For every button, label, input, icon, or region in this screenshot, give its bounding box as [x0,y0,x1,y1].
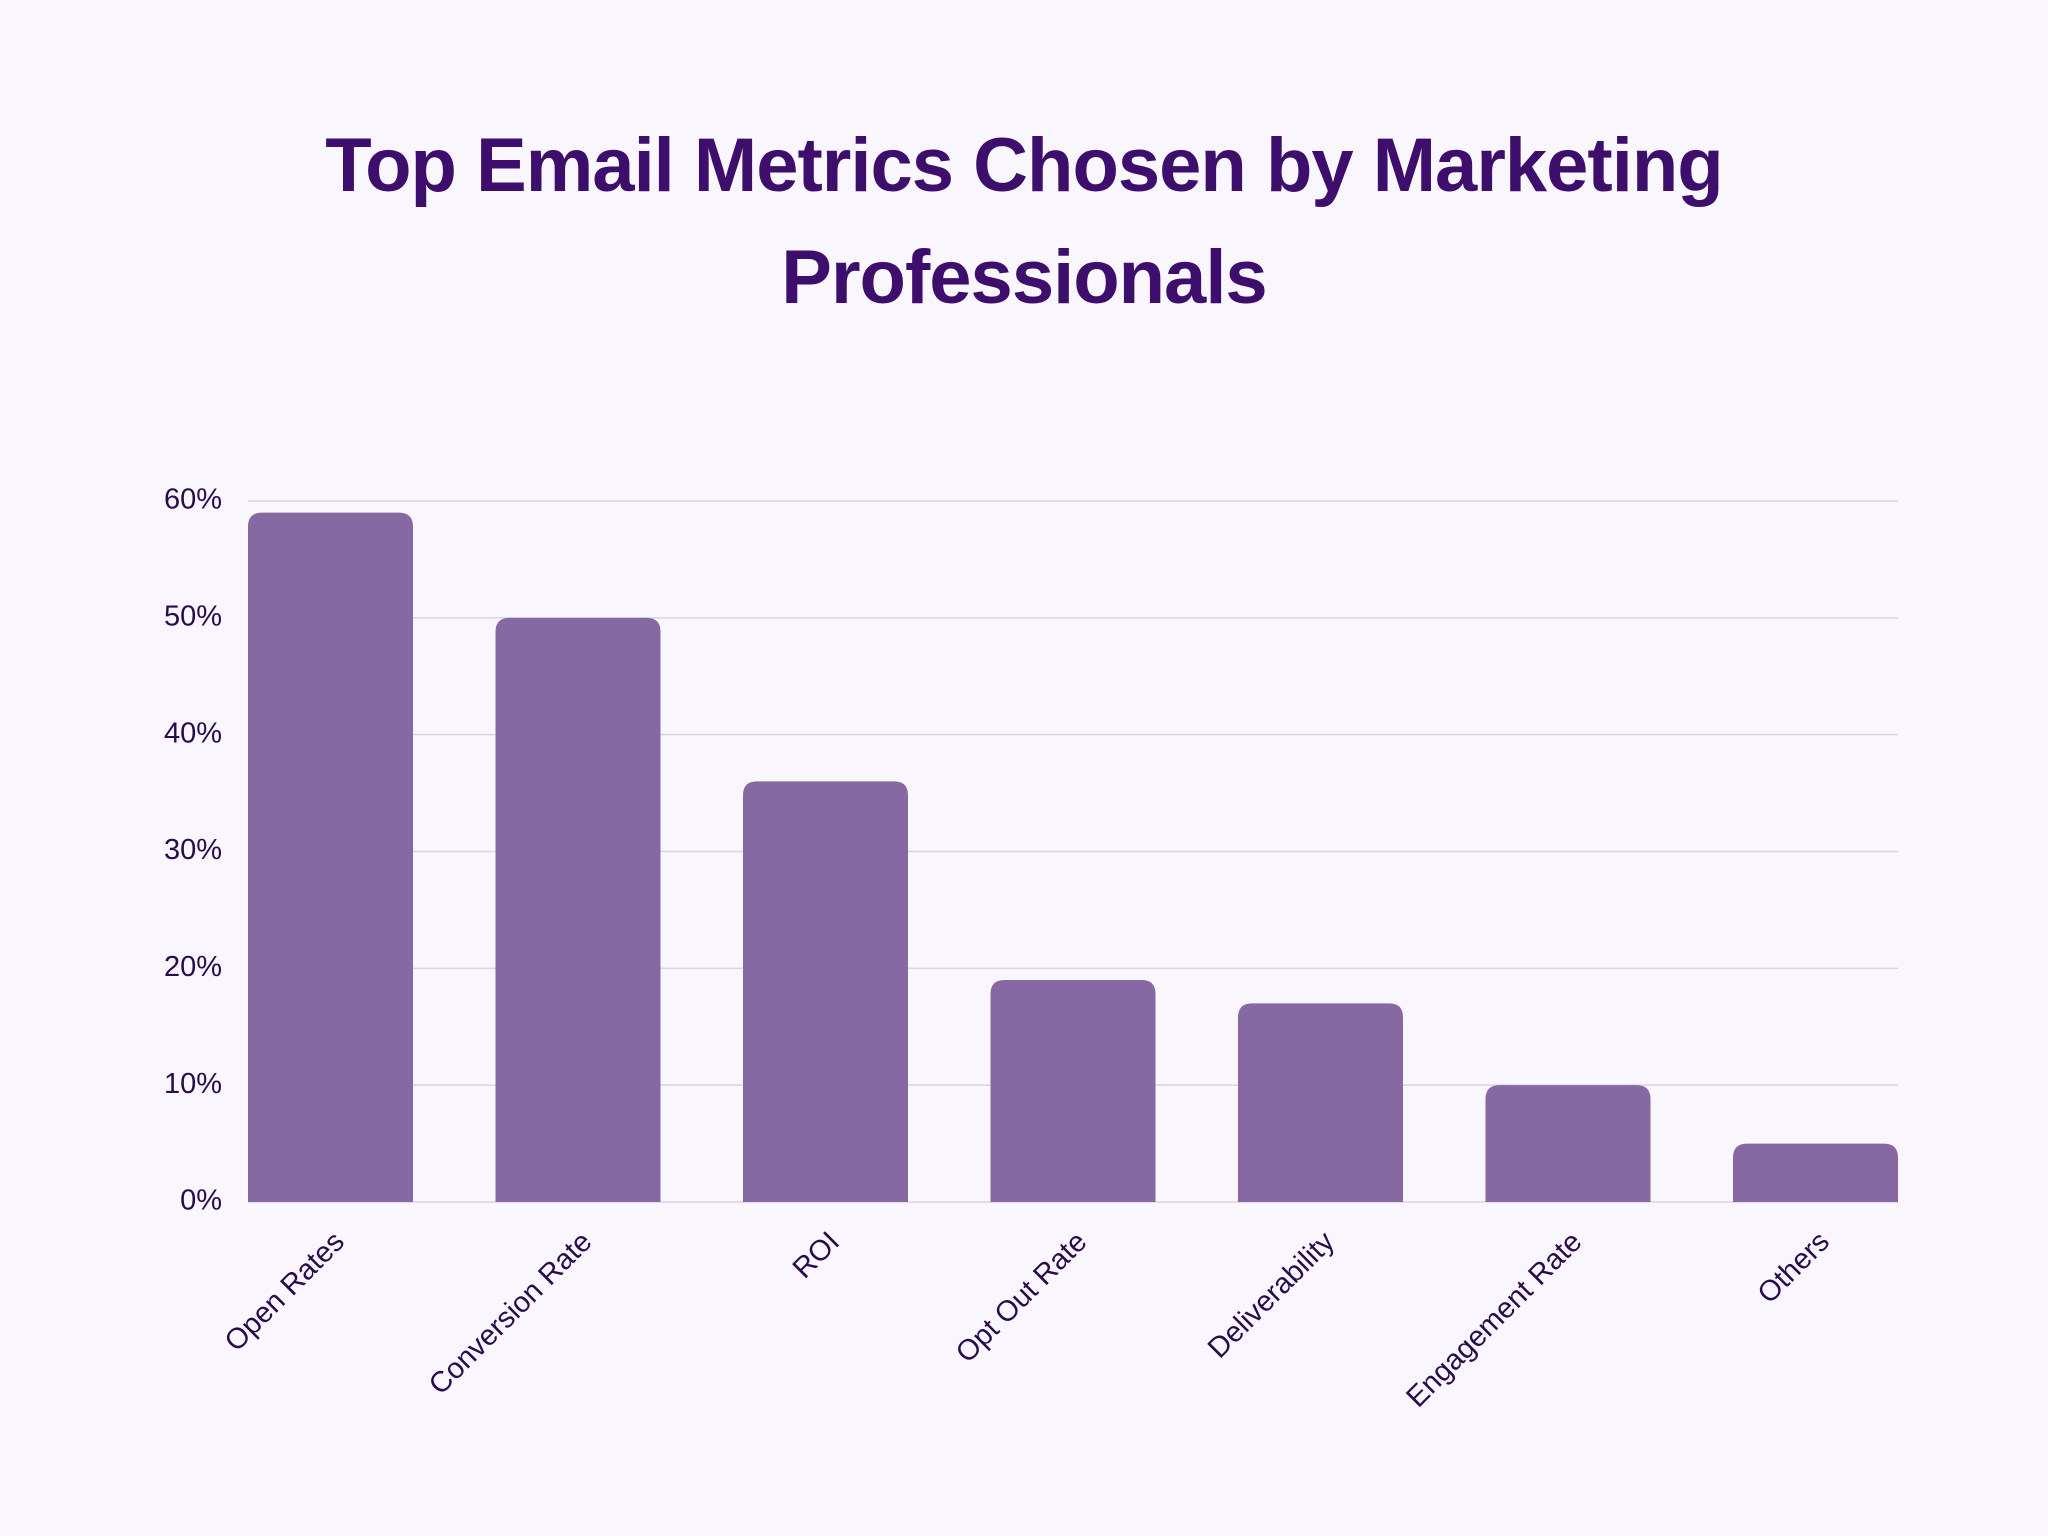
y-tick-label: 20% [164,951,222,983]
bar [1733,1143,1898,1202]
y-tick-label: 0% [180,1185,222,1217]
x-tick-label: Engagement Rate [1400,1226,1588,1414]
bar [990,980,1156,1202]
x-tick-label: Open Rates [219,1226,351,1358]
x-tick-label: Conversion Rate [423,1226,598,1401]
y-tick-label: 30% [164,834,222,866]
x-tick-label: ROI [787,1226,846,1285]
x-tick-label: Others [1752,1226,1836,1310]
bar [248,512,413,1202]
chart-title: Top Email Metrics Chosen by Marketing Pr… [325,123,1723,320]
bar [1238,1003,1403,1202]
y-tick-label: 40% [164,717,222,749]
y-tick-label: 10% [164,1068,222,1100]
x-tick-label: Deliverability [1202,1225,1341,1364]
bar [743,781,908,1202]
bar [1485,1085,1651,1202]
y-tick-label: 50% [164,600,222,632]
bar [495,617,661,1202]
x-tick-label: Opt Out Rate [950,1226,1093,1369]
y-tick-label: 60% [164,484,222,516]
